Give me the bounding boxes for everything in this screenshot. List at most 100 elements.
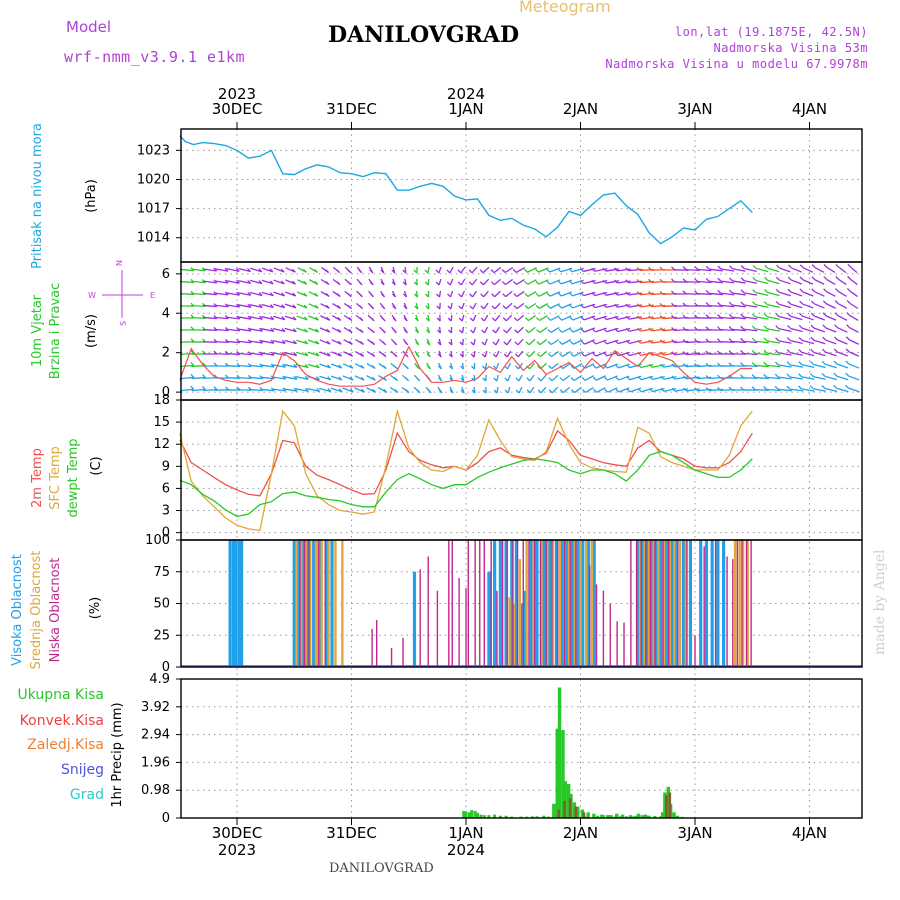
wind-barb (825, 363, 837, 369)
y-tick-label: 1.96 (141, 755, 170, 770)
wind-barb (538, 279, 549, 285)
precip-total-bar (619, 816, 623, 818)
wind-barb-head (834, 324, 839, 329)
wind-barb (562, 350, 571, 358)
wind-barb (571, 267, 585, 273)
high-cloud-bar (716, 540, 720, 667)
high-cloud-bar (292, 540, 296, 667)
low-cloud-bar (506, 540, 508, 667)
wind-barb (562, 386, 571, 394)
wind-barb-head (315, 340, 320, 345)
precip-legend-item: Ukupna Kisa (17, 687, 104, 703)
mid-cloud-bar (738, 540, 741, 667)
wind-barb (506, 326, 512, 334)
wind-barb (628, 304, 643, 308)
wind-barb-head (293, 340, 297, 345)
y-tick-label: 2 (162, 346, 170, 361)
wind-barb-head (536, 341, 541, 346)
wind-barb-head (393, 353, 398, 358)
wind-barb-head (833, 384, 838, 389)
high-cloud-bar (570, 540, 575, 667)
wind-barb-head (190, 350, 195, 355)
precip-legend-item: Konvek.Kisa (20, 713, 104, 729)
wind-barb (617, 316, 631, 320)
wind-barb-head (659, 302, 664, 307)
wind-barb (709, 317, 723, 319)
wind-barb-head (524, 292, 529, 297)
mid-cloud-bar (652, 540, 655, 667)
wind-barb (496, 374, 499, 382)
wind-barb-head (845, 360, 850, 365)
wind-barb-head (224, 267, 229, 272)
wind-barb (505, 290, 513, 298)
wind-barb (790, 291, 803, 297)
wind-barb-head (258, 280, 263, 285)
wind-barb-head (502, 293, 507, 298)
wind-barb-head (327, 364, 331, 369)
panel-frame (180, 539, 863, 668)
wind-barb-head (833, 348, 838, 353)
wind-barb-head (717, 314, 722, 318)
wind-barb-head (548, 377, 553, 382)
wind-barb (629, 328, 642, 332)
precip-total-bar (584, 816, 588, 818)
precip-total-bar (563, 781, 567, 818)
wind-barb-head (811, 288, 816, 293)
wind-barb (483, 326, 489, 334)
wind-barb-head (190, 362, 195, 366)
wind-barb-head (580, 316, 585, 321)
wind-barb-head (348, 305, 353, 310)
wind-barb (527, 279, 537, 285)
wind-barb-head (764, 289, 768, 293)
wind-barb-head (648, 375, 653, 380)
wind-barb (249, 279, 263, 285)
wind-barb-head (349, 388, 354, 393)
wind-barb (551, 362, 559, 370)
wind-barb-head (570, 352, 575, 357)
wind-barb (584, 375, 595, 381)
wind-barb (237, 364, 252, 368)
wind-barb (438, 278, 442, 286)
wind-barb-head (810, 336, 815, 341)
wind-barb-head (558, 316, 563, 321)
wind-barb (438, 266, 442, 274)
wind-barb-head (570, 389, 575, 394)
wind-barb-head (648, 291, 653, 295)
low-cloud-bar (483, 540, 486, 667)
wind-barb-head (303, 316, 308, 321)
precip-total-bar (609, 815, 613, 818)
wind-barb-head (822, 300, 827, 305)
wind-barb (237, 328, 252, 332)
wind-barb-head (360, 352, 365, 357)
wind-barb (203, 316, 217, 320)
wind-barb-head (480, 317, 485, 322)
wind-barb (572, 279, 584, 285)
wind-barb-head (481, 353, 486, 358)
wind-barb (249, 328, 263, 332)
wind-barb-head (426, 329, 430, 334)
wind-barb-head (604, 376, 608, 381)
wind-barb-head (637, 339, 642, 344)
wind-barb-head (383, 388, 388, 393)
high-cloud-axis-label: Visoka Oblacnost (10, 554, 25, 666)
precip-total-bar (636, 813, 641, 818)
wind-barb (506, 338, 512, 346)
low-cloud-bar (677, 540, 679, 667)
low-cloud-bar (649, 540, 652, 667)
wind-barb-head (526, 377, 531, 382)
bottom-day-label: 4JAN (792, 824, 827, 842)
wind-barb (538, 303, 549, 309)
wind-barb-head (752, 277, 757, 282)
wind-barb-head (648, 315, 653, 320)
wind-barb-head (798, 336, 803, 341)
wind-barb-head (580, 328, 585, 333)
wind-barb (226, 352, 240, 356)
wind-barb (272, 352, 286, 356)
wind-barb-head (614, 315, 619, 320)
wind-barb-head (470, 329, 474, 334)
wind-barb-head (316, 387, 321, 392)
wind-barb-head (438, 377, 443, 382)
wind-barb-head (659, 339, 664, 344)
wind-barb-head (603, 352, 608, 357)
wind-barb-head (602, 303, 607, 308)
